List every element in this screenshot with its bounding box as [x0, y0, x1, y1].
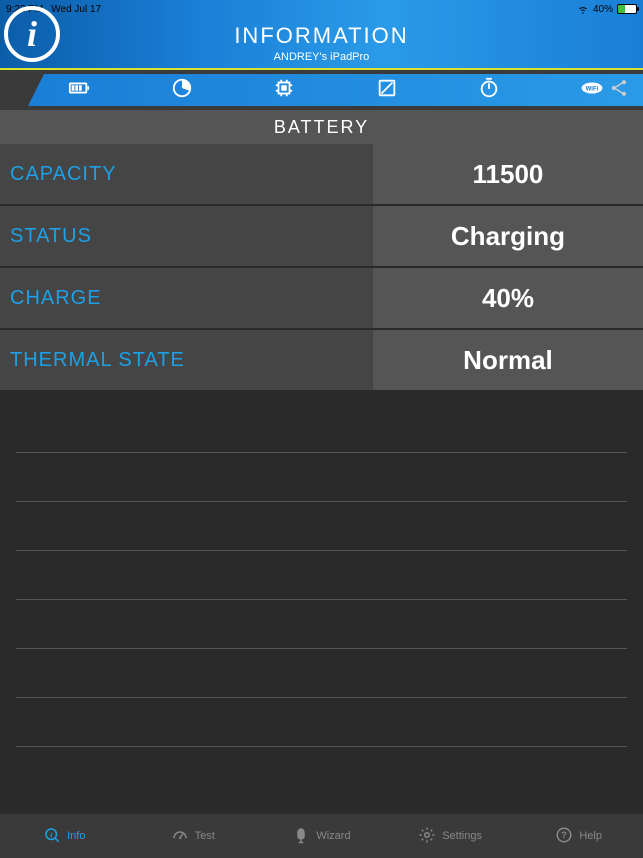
filler-line: [16, 697, 627, 698]
tab-wizard[interactable]: Wizard: [257, 826, 386, 847]
svg-text:WiFi: WiFi: [585, 85, 598, 92]
display-icon: [376, 77, 398, 104]
category-tab-cpu[interactable]: [233, 77, 336, 104]
tab-label: Help: [579, 830, 602, 842]
tab-help[interactable]: ? Help: [514, 826, 643, 847]
filler-line: [16, 452, 627, 453]
wizard-icon: [292, 826, 310, 847]
bottom-tab-bar: i Info Test Wizard Settings? Help: [0, 814, 643, 858]
tab-test[interactable]: Test: [129, 826, 258, 847]
data-row: CHARGE40%: [0, 268, 643, 330]
timer-icon: [478, 77, 500, 104]
status-bar: 9:22 PM Wed Jul 17 40%: [0, 0, 643, 18]
row-value: Normal: [373, 330, 643, 390]
share-button[interactable]: [599, 70, 639, 110]
device-name: ANDREY's iPadPro: [274, 51, 370, 63]
category-tab-usage[interactable]: [131, 77, 234, 104]
help-icon: ?: [555, 826, 573, 847]
page-title: INFORMATION: [234, 23, 408, 49]
data-row: STATUSCharging: [0, 206, 643, 268]
tab-label: Settings: [442, 830, 482, 842]
filler-line: [16, 746, 627, 747]
data-row: THERMAL STATENormal: [0, 330, 643, 392]
category-tab-strip: WiFi: [28, 74, 643, 106]
usage-icon: [171, 77, 193, 104]
screen: 9:22 PM Wed Jul 17 40% i INFORMATION AND…: [0, 0, 643, 858]
data-rows: CAPACITY11500STATUSChargingCHARGE40%THER…: [0, 144, 643, 392]
svg-text:?: ?: [562, 830, 568, 840]
tab-info[interactable]: i Info: [0, 826, 129, 847]
filler-line: [16, 599, 627, 600]
data-row: CAPACITY11500: [0, 144, 643, 206]
status-date: Wed Jul 17: [51, 4, 101, 15]
row-value: 11500: [373, 144, 643, 204]
row-label: CHARGE: [0, 268, 373, 328]
filler-line: [16, 648, 627, 649]
row-label: CAPACITY: [0, 144, 373, 204]
tab-settings[interactable]: Settings: [386, 826, 515, 847]
category-tab-battery[interactable]: [28, 77, 131, 104]
svg-text:i: i: [50, 830, 53, 839]
wifi-status-icon: [577, 3, 589, 15]
row-value: 40%: [373, 268, 643, 328]
battery-status-icon: [617, 4, 637, 14]
tab-label: Test: [195, 830, 215, 842]
category-tab-timer[interactable]: [438, 77, 541, 104]
status-right: 40%: [577, 3, 637, 15]
share-icon: [609, 78, 629, 103]
tab-label: Info: [67, 830, 85, 842]
filler-line: [16, 550, 627, 551]
info-badge-icon: i: [4, 6, 60, 62]
category-tab-display[interactable]: [336, 77, 439, 104]
row-label: STATUS: [0, 206, 373, 266]
filler-area: [0, 392, 643, 814]
row-label: THERMAL STATE: [0, 330, 373, 390]
category-tabs: WiFi: [0, 70, 643, 110]
tab-label: Wizard: [316, 830, 350, 842]
row-value: Charging: [373, 206, 643, 266]
status-battery-pct: 40%: [593, 4, 613, 15]
battery-icon: [68, 77, 90, 104]
section-title: BATTERY: [0, 110, 643, 144]
settings-icon: [418, 826, 436, 847]
info-icon: i: [43, 826, 61, 847]
filler-line: [16, 501, 627, 502]
header: i INFORMATION ANDREY's iPadPro: [0, 18, 643, 70]
cpu-icon: [273, 77, 295, 104]
test-icon: [171, 826, 189, 847]
